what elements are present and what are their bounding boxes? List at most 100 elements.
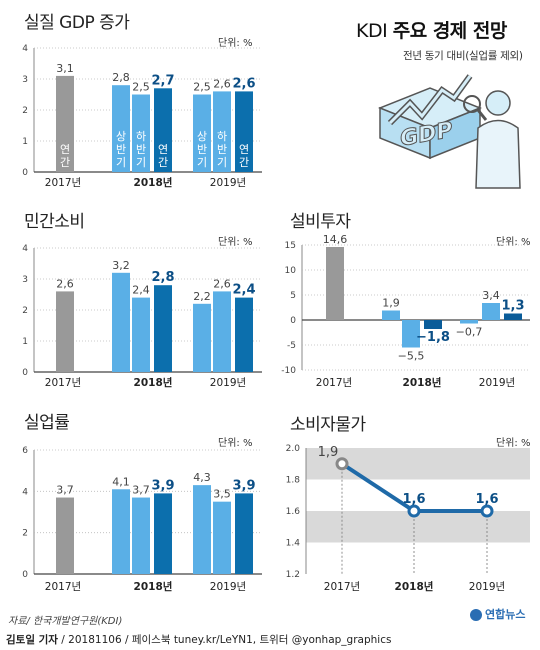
consumption-y-tick-label: 2	[22, 306, 28, 316]
unemployment-y-tick-label: 4	[22, 487, 28, 497]
gdp-bar-inner-label: 기	[217, 156, 227, 169]
gdp-data-label: 3,1	[56, 62, 74, 75]
consumption-x-label: 2017년	[45, 377, 81, 389]
cpi-y-tick-label: 1.4	[286, 539, 301, 549]
gdp-data-label: 2,5	[193, 81, 211, 94]
cpi-point	[480, 504, 494, 518]
investment-y-tick-label: -10	[281, 366, 296, 376]
cpi-data-label: 1,6	[475, 492, 498, 507]
consumption-y-tick-label: 4	[22, 244, 28, 254]
gdp-bar-inner-label: 기	[116, 156, 126, 169]
gdp-data-label: 2,8	[112, 71, 130, 84]
gdp-x-label: 2017년	[45, 177, 81, 189]
unemployment-bar	[112, 489, 130, 574]
cpi-unit: 단위: %	[496, 438, 531, 449]
investment-bar	[382, 310, 400, 320]
cpi-y-tick-label: 2.0	[286, 444, 301, 454]
gdp-data-label: 2,6	[213, 77, 231, 90]
cpi-data-label: 1,6	[402, 492, 425, 507]
consumption-data-label: 3,2	[112, 259, 130, 272]
gdp-y-tick-label: 4	[22, 44, 28, 54]
cpi-band	[306, 511, 530, 543]
consumption-data-label: 2,6	[213, 277, 231, 290]
gdp-title: 실질 GDP 증가	[24, 13, 130, 33]
gdp-bar-inner-label: 상	[197, 130, 207, 143]
consumption-title: 민간소비	[24, 212, 85, 232]
investment-x-label: 2019년	[479, 377, 515, 389]
consumption-bar	[235, 297, 253, 372]
source-note: 자료/ 한국개발연구원(KDI)	[8, 616, 123, 627]
gdp-bar	[193, 94, 211, 172]
unemployment-unit: 단위: %	[218, 438, 253, 449]
investment-data-label: 3,4	[482, 289, 500, 302]
gdp-bar-inner-label: 하	[217, 129, 227, 143]
consumption-y-tick-label: 1	[22, 337, 28, 347]
consumption-x-label: 2019년	[210, 377, 246, 389]
investment-data-label: 1,9	[382, 297, 400, 310]
gdp-bar-inner-label: 연	[60, 143, 70, 156]
investment-unit: 단위: %	[496, 237, 531, 248]
unemployment-y-tick-label: 2	[22, 529, 28, 539]
gdp-bar-inner-label: 하	[136, 129, 146, 143]
unemployment-data-label: 3,9	[232, 478, 255, 493]
cpi-x-label: 2018년	[395, 580, 434, 593]
consumption-bar	[112, 272, 130, 372]
investment-data-label: −1,8	[416, 330, 450, 345]
consumption-x-label: 2018년	[134, 376, 173, 389]
cpi-y-tick-label: 1.8	[286, 476, 301, 486]
unemployment-y-tick-label: 0	[22, 570, 28, 580]
unemployment-data-label: 3,7	[56, 484, 74, 497]
unemployment-title: 실업률	[24, 413, 70, 433]
consumption-y-tick-label: 0	[22, 368, 28, 378]
cpi-point	[335, 457, 349, 471]
unemployment-bar	[213, 501, 231, 574]
gdp-bar-inner-label: 기	[197, 156, 207, 169]
investment-bar	[424, 320, 442, 329]
gdp-x-label: 2019년	[210, 177, 246, 189]
credit-line: 김토일 기자 / 20181106 / 페이스북 tuney.kr/LeYN1,…	[6, 634, 392, 646]
yonhap-logo: 연합뉴스	[470, 606, 525, 622]
investment-data-label: −5,5	[398, 350, 425, 363]
gdp-y-tick-label: 0	[22, 168, 28, 178]
consumption-data-label: 2,4	[232, 283, 255, 298]
unemployment-bar	[154, 493, 172, 574]
gdp-y-tick-label: 3	[22, 75, 28, 85]
gdp-bar	[112, 85, 130, 172]
unemployment-data-label: 4,1	[112, 475, 130, 488]
unemployment-y-tick-label: 6	[22, 446, 28, 456]
gdp-bar	[132, 94, 150, 172]
gdp-bar-inner-label: 간	[239, 156, 249, 169]
investment-x-label: 2017년	[316, 377, 352, 389]
consumption-bar	[132, 297, 150, 372]
gdp-bar-inner-label: 반	[136, 143, 146, 156]
gdp-bar-inner-label: 반	[116, 143, 126, 156]
consumption-bar	[193, 303, 211, 372]
unemployment-x-label: 2017년	[45, 581, 81, 593]
gdp-data-label: 2,5	[132, 81, 150, 94]
gdp-bar-inner-label: 연	[158, 143, 168, 156]
gdp-x-label: 2018년	[134, 176, 173, 189]
investment-title: 설비투자	[290, 212, 351, 232]
gdp-bar-inner-label: 상	[116, 130, 126, 143]
investment-bar	[326, 247, 344, 320]
consumption-bar	[154, 285, 172, 372]
unemployment-data-label: 3,9	[151, 478, 174, 493]
unemployment-bar	[132, 497, 150, 574]
investment-y-tick-label: 5	[290, 291, 296, 301]
gdp-bar	[235, 91, 253, 172]
gdp-unit: 단위: %	[218, 38, 253, 49]
consumption-data-label: 2,8	[151, 270, 174, 285]
gdp-illustration: GDP	[360, 68, 530, 198]
gdp-bar	[154, 88, 172, 172]
unemployment-x-label: 2018년	[134, 580, 173, 593]
unemployment-data-label: 3,7	[132, 484, 150, 497]
gdp-bar-inner-label: 간	[158, 156, 168, 169]
cpi-y-tick-label: 1.2	[286, 570, 300, 580]
unemployment-data-label: 4,3	[193, 471, 211, 484]
gdp-y-tick-label: 2	[22, 106, 28, 116]
consumption-data-label: 2,4	[132, 284, 150, 297]
investment-y-tick-label: -5	[287, 341, 296, 351]
gdp-bar	[56, 75, 74, 172]
gdp-bar-inner-label: 간	[60, 156, 70, 169]
